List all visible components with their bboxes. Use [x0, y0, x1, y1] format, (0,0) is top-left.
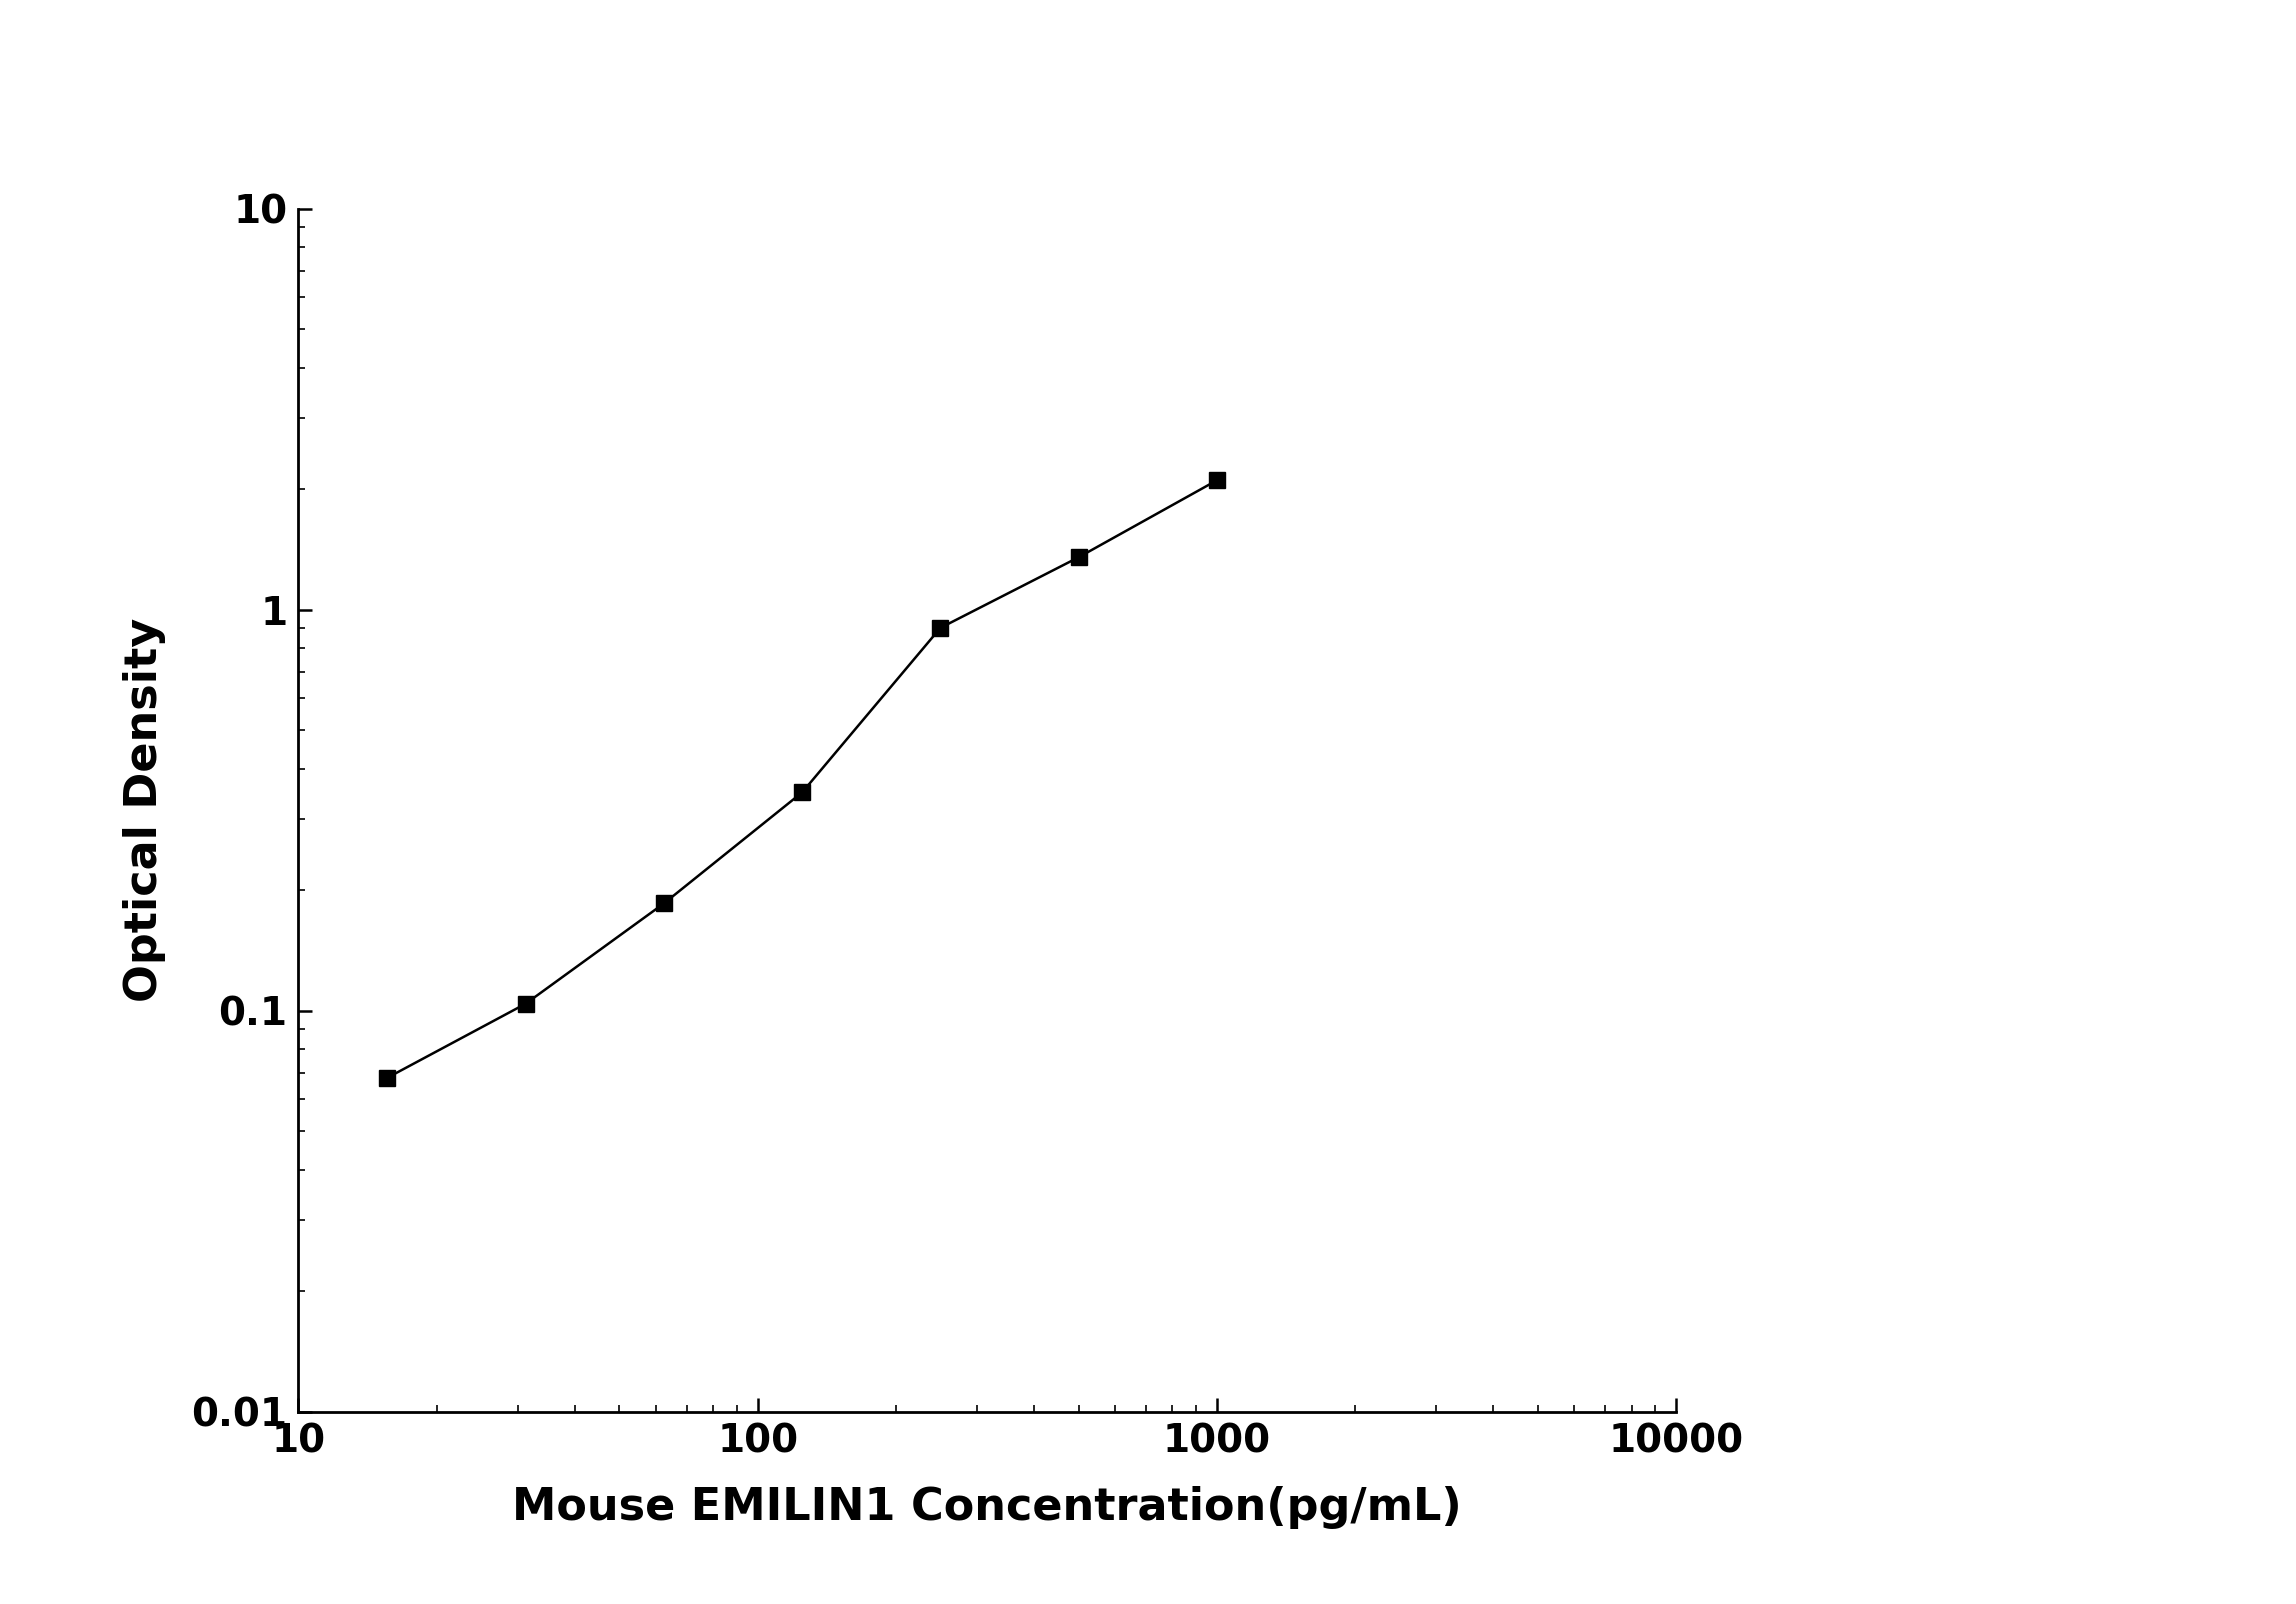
X-axis label: Mouse EMILIN1 Concentration(pg/mL): Mouse EMILIN1 Concentration(pg/mL) [512, 1485, 1463, 1529]
Y-axis label: Optical Density: Optical Density [124, 618, 165, 1002]
